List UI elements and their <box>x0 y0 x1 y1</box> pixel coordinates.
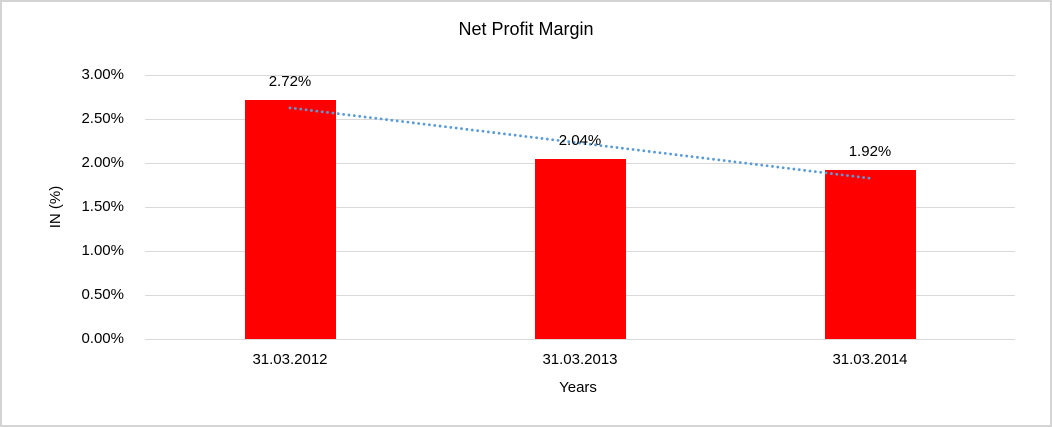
x-axis-title: Years <box>559 379 597 396</box>
y-tick-5: 2.50% <box>81 110 124 127</box>
data-label-2012: 2.72% <box>268 72 312 90</box>
bar-2014 <box>824 170 916 339</box>
y-tick-3: 1.50% <box>81 198 124 215</box>
x-tick-2012: 31.03.2012 <box>252 351 328 368</box>
y-tick-1: 0.50% <box>81 286 124 303</box>
data-label-2013: 2.04% <box>558 132 602 150</box>
data-label-2014: 1.92% <box>848 143 892 161</box>
gridline <box>145 75 1015 76</box>
x-tick-2013: 31.03.2013 <box>542 351 618 368</box>
y-tick-6: 3.00% <box>81 66 124 83</box>
y-tick-0: 0.00% <box>81 330 124 347</box>
bar-2012 <box>244 99 336 339</box>
y-tick-2: 1.00% <box>81 242 124 259</box>
gridline <box>145 339 1015 340</box>
x-tick-2014: 31.03.2014 <box>832 351 908 368</box>
bar-2013 <box>534 159 626 339</box>
y-tick-4: 2.00% <box>81 154 124 171</box>
chart-title: Net Profit Margin <box>458 19 594 39</box>
